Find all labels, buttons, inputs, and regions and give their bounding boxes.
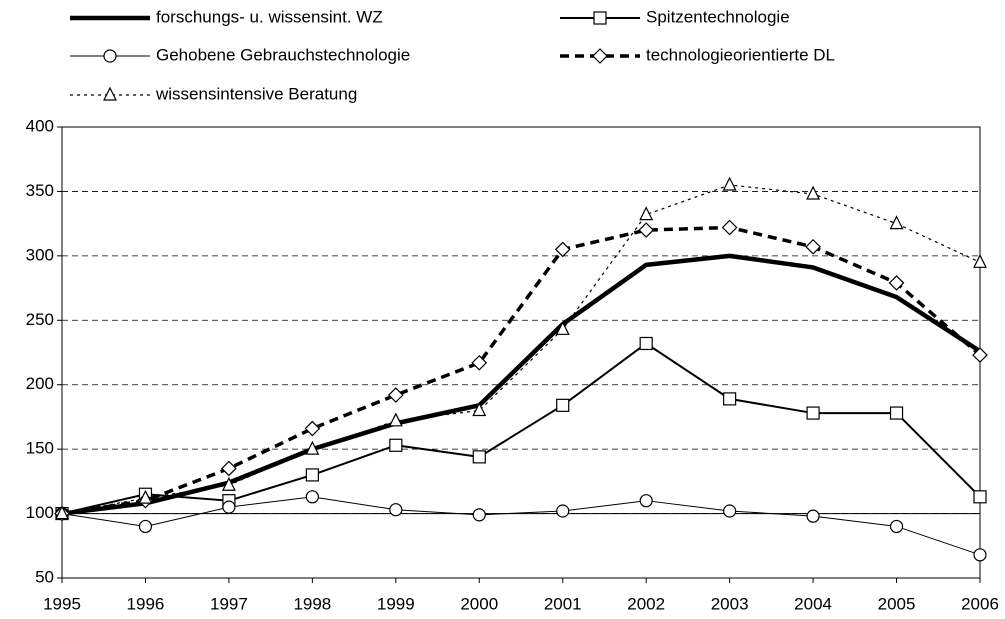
series-line <box>61 184 981 515</box>
y-tick-label: 400 <box>26 116 54 135</box>
marker <box>973 253 987 268</box>
marker <box>723 392 737 406</box>
x-tick-label: 2004 <box>794 594 832 613</box>
x-tick-label: 2003 <box>711 594 749 613</box>
x-tick-label: 1996 <box>127 594 165 613</box>
legend-label: forschungs- u. wissensint. WZ <box>156 7 383 26</box>
series-line <box>61 253 982 516</box>
x-tick-label: 2000 <box>460 594 498 613</box>
y-tick-label: 50 <box>35 567 54 586</box>
marker <box>806 185 821 200</box>
marker <box>721 219 738 236</box>
marker <box>638 222 655 238</box>
marker <box>138 489 153 504</box>
x-tick-label: 2001 <box>544 594 582 613</box>
marker <box>805 238 821 255</box>
legend-label: technologieorientierte DL <box>646 45 835 64</box>
marker <box>472 450 486 464</box>
legend-marker <box>592 48 608 64</box>
marker <box>138 519 153 534</box>
marker <box>222 500 236 514</box>
legend-marker <box>103 86 117 101</box>
marker <box>556 504 570 518</box>
legend-label: wissensintensive Beratung <box>155 84 357 103</box>
y-tick-label: 300 <box>26 245 54 264</box>
marker <box>305 468 319 482</box>
marker <box>972 347 988 363</box>
x-tick-label: 2002 <box>627 594 665 613</box>
marker <box>556 398 570 412</box>
y-tick-label: 150 <box>26 439 54 458</box>
legend-marker <box>593 11 607 25</box>
marker <box>221 460 237 477</box>
y-tick-label: 100 <box>26 503 54 522</box>
marker <box>722 176 737 191</box>
marker <box>889 519 904 534</box>
marker <box>389 438 403 452</box>
x-tick-label: 1998 <box>293 594 331 613</box>
marker <box>387 387 404 403</box>
marker <box>806 406 820 420</box>
marker <box>639 206 654 221</box>
series-line <box>61 496 981 556</box>
marker <box>555 320 570 335</box>
marker <box>639 494 653 508</box>
series-line <box>61 342 981 515</box>
y-tick-label: 350 <box>26 181 54 200</box>
marker <box>389 503 403 517</box>
marker <box>305 490 319 504</box>
marker <box>472 402 487 417</box>
series-line <box>61 225 982 516</box>
marker <box>304 420 321 437</box>
y-tick-label: 250 <box>26 310 54 329</box>
x-tick-label: 1995 <box>43 594 81 613</box>
marker <box>806 509 820 523</box>
marker <box>639 336 653 351</box>
marker <box>305 440 320 455</box>
legend-label: Spitzentechnologie <box>646 7 790 26</box>
marker <box>723 504 737 518</box>
marker <box>888 275 905 291</box>
marker <box>889 406 904 420</box>
legend-marker <box>103 49 117 63</box>
x-tick-label: 1999 <box>377 594 415 613</box>
x-tick-label: 2006 <box>961 594 999 613</box>
plot-area <box>62 127 980 578</box>
y-tick-label: 200 <box>26 374 54 393</box>
marker <box>889 215 904 230</box>
marker <box>973 548 987 562</box>
marker <box>472 508 486 522</box>
marker <box>973 490 987 504</box>
marker <box>388 412 403 427</box>
x-tick-label: 1997 <box>210 594 248 613</box>
marker <box>471 354 488 371</box>
legend-label: Gehobene Gebrauchstechnologie <box>156 45 410 64</box>
x-tick-label: 2005 <box>878 594 916 613</box>
marker <box>55 505 69 520</box>
marker <box>221 476 236 491</box>
marker <box>554 241 571 258</box>
